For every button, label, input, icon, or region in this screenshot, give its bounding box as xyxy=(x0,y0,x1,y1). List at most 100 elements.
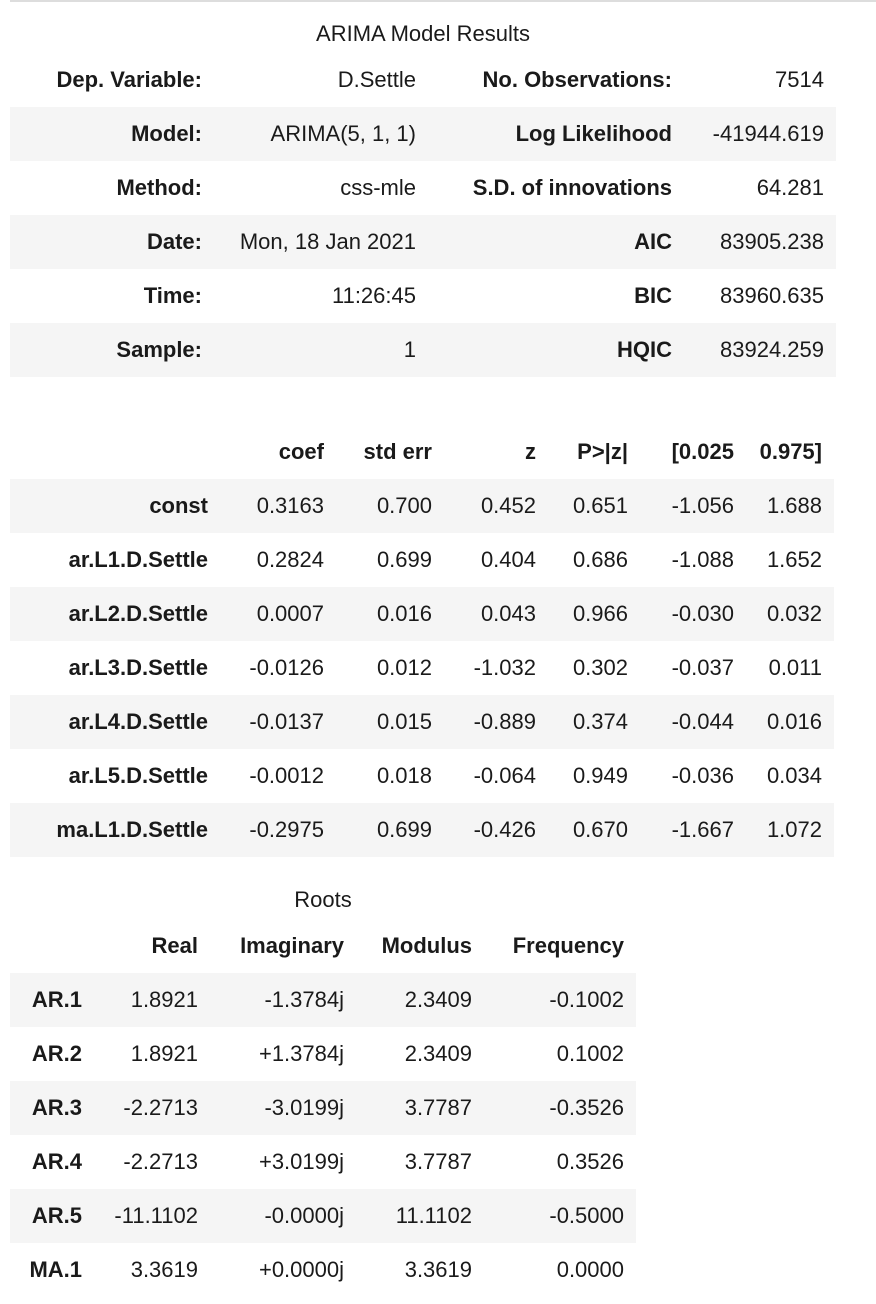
roots-header: Modulus xyxy=(381,933,472,958)
summary-row: Dep. Variable: D.Settle No. Observations… xyxy=(10,53,836,107)
summary-label: Log Likelihood xyxy=(416,107,672,161)
coefficient-row: ar.L1.D.Settle 0.2824 0.699 0.404 0.686 … xyxy=(10,533,834,587)
summary-label: AIC xyxy=(416,215,672,269)
coefficient-header-row: coef std err z P>|z| [0.025 0.975] xyxy=(10,425,834,479)
coefficient-term: ar.L5.D.Settle xyxy=(68,763,208,788)
coefficient-term: ar.L1.D.Settle xyxy=(68,547,208,572)
coefficient-row: const 0.3163 0.700 0.452 0.651 -1.056 1.… xyxy=(10,479,834,533)
coefficient-cell: 0.034 xyxy=(766,763,822,788)
roots-cell: 2.3409 xyxy=(344,973,472,1027)
coefficient-cell: -1.667 xyxy=(628,803,734,857)
coefficient-cell: 0.374 xyxy=(536,695,628,749)
coefficient-cell: 0.0007 xyxy=(208,587,324,641)
summary-title: ARIMA Model Results xyxy=(316,21,530,46)
coefficient-cell: 0.011 xyxy=(768,655,822,680)
summary-value: 64.281 xyxy=(756,175,824,200)
roots-cell: -2.2713 xyxy=(123,1149,198,1174)
summary-value: 83924.259 xyxy=(672,323,836,377)
coefficient-cell: -0.044 xyxy=(628,695,734,749)
roots-header: Real xyxy=(151,933,198,958)
summary-value: -41944.619 xyxy=(672,107,836,161)
roots-header-row: Real Imaginary Modulus Frequency xyxy=(10,919,636,973)
coefficient-row: ar.L3.D.Settle -0.0126 0.012 -1.032 0.30… xyxy=(10,641,834,695)
roots-cell: 3.7787 xyxy=(344,1081,472,1135)
summary-label: Dep. Variable: xyxy=(56,67,202,92)
summary-label: BIC xyxy=(634,283,672,308)
roots-cell: -11.1102 xyxy=(82,1189,198,1243)
roots-cell: -2.2713 xyxy=(82,1081,198,1135)
roots-label: MA.1 xyxy=(29,1257,82,1282)
roots-label: AR.1 xyxy=(10,973,82,1027)
coefficient-cell: 0.015 xyxy=(324,695,432,749)
roots-row: AR.5 -11.1102 -0.0000j 11.1102 -0.5000 xyxy=(10,1189,636,1243)
coefficient-header: 0.975] xyxy=(759,439,822,464)
coefficient-header xyxy=(10,425,208,479)
coefficient-cell: 0.452 xyxy=(432,479,536,533)
coefficient-cell: 1.652 xyxy=(766,547,822,572)
top-border xyxy=(10,0,876,2)
summary-label: S.D. of innovations xyxy=(472,175,672,200)
roots-cell: -0.3526 xyxy=(472,1081,636,1135)
summary-row: Model: ARIMA(5, 1, 1) Log Likelihood -41… xyxy=(10,107,836,161)
coefficient-cell: 0.012 xyxy=(376,655,432,680)
roots-cell: -3.0199j xyxy=(198,1081,344,1135)
coefficient-term: ar.L3.D.Settle xyxy=(68,655,208,680)
coefficient-cell: -0.036 xyxy=(671,763,734,788)
summary-value: 1 xyxy=(202,323,416,377)
summary-value: 83905.238 xyxy=(672,215,836,269)
roots-cell: 2.3409 xyxy=(404,1041,472,1066)
coefficient-cell: 0.404 xyxy=(480,547,536,572)
roots-header xyxy=(10,919,82,973)
summary-value: Mon, 18 Jan 2021 xyxy=(202,215,416,269)
coefficient-header: [0.025 xyxy=(671,439,734,464)
coefficient-cell: -0.0126 xyxy=(249,655,324,680)
roots-header: Imaginary xyxy=(240,933,344,958)
roots-cell: 3.7787 xyxy=(404,1149,472,1174)
summary-row: Method: css-mle S.D. of innovations 64.2… xyxy=(10,161,836,215)
coefficient-cell: 0.032 xyxy=(734,587,834,641)
coefficient-cell: 0.966 xyxy=(536,587,628,641)
coefficient-cell: -0.030 xyxy=(628,587,734,641)
coefficient-term: ar.L2.D.Settle xyxy=(10,587,208,641)
summary-label: No. Observations: xyxy=(482,67,672,92)
coefficient-cell: 0.016 xyxy=(734,695,834,749)
coefficient-cell: 0.016 xyxy=(324,587,432,641)
roots-cell: 1.8921 xyxy=(82,973,198,1027)
coefficient-cell: -0.2975 xyxy=(208,803,324,857)
roots-cell: 3.3619 xyxy=(130,1257,198,1282)
roots-label: AR.5 xyxy=(10,1189,82,1243)
roots-row: AR.3 -2.2713 -3.0199j 3.7787 -0.3526 xyxy=(10,1081,636,1135)
roots-cell: 0.0000 xyxy=(556,1257,624,1282)
coefficient-term: ar.L4.D.Settle xyxy=(10,695,208,749)
coefficient-cell: 0.686 xyxy=(572,547,628,572)
roots-cell: 11.1102 xyxy=(344,1189,472,1243)
roots-label: AR.3 xyxy=(10,1081,82,1135)
coefficient-cell: -0.426 xyxy=(432,803,536,857)
summary-label: Time: xyxy=(143,283,202,308)
roots-cell: +1.3784j xyxy=(258,1041,344,1066)
coefficient-cell: -0.889 xyxy=(432,695,536,749)
coefficient-term: const xyxy=(10,479,208,533)
coefficient-row: ar.L5.D.Settle -0.0012 0.018 -0.064 0.94… xyxy=(10,749,834,803)
roots-row: AR.2 1.8921 +1.3784j 2.3409 0.1002 xyxy=(10,1027,636,1081)
coefficient-row: ma.L1.D.Settle -0.2975 0.699 -0.426 0.67… xyxy=(10,803,834,857)
summary-value: 7514 xyxy=(775,67,824,92)
coefficient-cell: -0.0012 xyxy=(249,763,324,788)
summary-label: Sample: xyxy=(10,323,202,377)
summary-label: Date: xyxy=(10,215,202,269)
summary-label: Method: xyxy=(116,175,202,200)
coefficient-cell: 0.302 xyxy=(572,655,628,680)
coefficient-cell: -0.037 xyxy=(671,655,734,680)
roots-label: AR.2 xyxy=(31,1041,82,1066)
roots-title: Roots xyxy=(294,887,352,912)
summary-table: Dep. Variable: D.Settle No. Observations… xyxy=(10,53,836,377)
roots-label: AR.4 xyxy=(31,1149,82,1174)
roots-cell: 0.1002 xyxy=(556,1041,624,1066)
summary-label: HQIC xyxy=(416,323,672,377)
roots-cell: +0.0000j xyxy=(258,1257,344,1282)
coefficient-row: ar.L2.D.Settle 0.0007 0.016 0.043 0.966 … xyxy=(10,587,834,641)
coefficient-cell: 1.072 xyxy=(734,803,834,857)
summary-value: css-mle xyxy=(340,175,416,200)
roots-cell: 0.3526 xyxy=(556,1149,624,1174)
roots-header: Frequency xyxy=(512,933,624,958)
